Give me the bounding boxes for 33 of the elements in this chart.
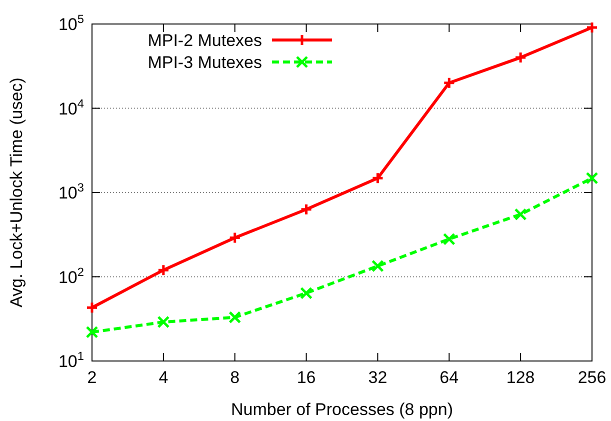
x-axis-title: Number of Processes (8 ppn) [230, 400, 454, 419]
point [300, 203, 313, 216]
point [514, 51, 527, 64]
point [442, 232, 456, 246]
point [228, 311, 242, 324]
y-tick-label: 10$^{5}$ [58, 12, 84, 34]
y-tick-label: 10$^{4}$ [58, 96, 84, 118]
point [586, 21, 598, 34]
y-tick-label: 10$^{1}$ [58, 349, 84, 371]
y-axis-title: Avg. Lock+Unlock Time (usec) [7, 78, 26, 308]
point [586, 172, 598, 184]
x-tick-label: 2 [87, 368, 97, 387]
point [157, 264, 170, 276]
x-tick-label: 128 [506, 368, 535, 387]
x-tick-label: 16 [296, 368, 316, 387]
point [442, 76, 456, 90]
point [371, 172, 384, 184]
point [86, 301, 98, 314]
x-tick-label: 32 [368, 368, 388, 387]
legend-label: MPI-2 Mutexes [148, 31, 262, 50]
y-tick-label: 10$^{2}$ [58, 264, 84, 287]
legend-label: MPI-3 Mutexes [148, 53, 262, 72]
point [157, 316, 170, 328]
y-tick-label: 10$^{3}$ [58, 180, 84, 202]
x-tick-label: 64 [440, 368, 459, 387]
point [86, 326, 98, 338]
point [371, 260, 384, 272]
x-tick-label: 256 [578, 368, 606, 387]
x-tick-label: 4 [158, 368, 168, 387]
point [228, 232, 242, 244]
point [300, 286, 313, 300]
x-tick-label: 8 [230, 368, 240, 387]
point [514, 208, 527, 221]
